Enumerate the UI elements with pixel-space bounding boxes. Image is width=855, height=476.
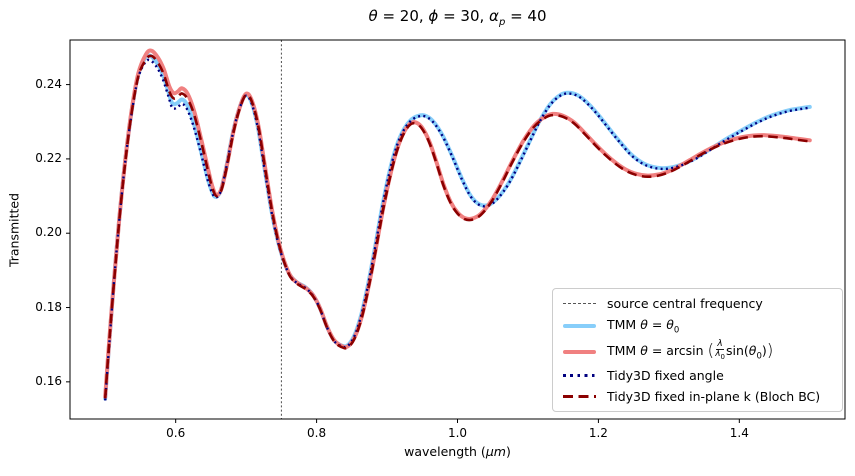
legend-line-tidy3d-angle-icon (563, 374, 596, 377)
legend-line-tmm-arcsin-icon (563, 349, 596, 354)
x-tick-label: 1.2 (588, 426, 608, 440)
fraction-denominator: λ0 (715, 350, 725, 361)
y-tick-label: 0.24 (35, 76, 62, 91)
x-axis-label-text: ) (505, 444, 511, 459)
legend-item-source-central-frequency: source central frequency (563, 296, 832, 311)
title-text: = 30, (438, 7, 490, 25)
legend-theta2: θ (748, 343, 757, 359)
y-tick-label: 0.20 (35, 225, 62, 240)
x-tick-label: 0.6 (166, 426, 186, 440)
x-tick-label: 0.8 (307, 426, 327, 440)
legend-line-source-icon (563, 303, 596, 304)
legend-label-text: ) (761, 343, 767, 359)
legend-label: Tidy3D fixed in-plane k (Bloch BC) (607, 388, 821, 404)
legend-label: TMM θ = θ0 (607, 317, 679, 336)
fraction-den-sub: 0 (720, 353, 725, 362)
fraction-numerator: λ (716, 339, 724, 351)
legend-theta: θ (640, 343, 648, 359)
legend-line-tmm-theta0-icon (563, 324, 596, 329)
legend-fraction: λ λ0 (715, 340, 725, 361)
legend-label-text: sin( (725, 343, 749, 359)
legend-label-text: = arcsin (647, 343, 708, 359)
legend-label-text: = (647, 316, 667, 332)
legend-theta2-sub: 0 (756, 351, 762, 362)
legend-theta0: θ (666, 316, 674, 332)
legend-item-tidy3d-bloch: Tidy3D fixed in-plane k (Bloch BC) (563, 389, 832, 404)
legend-line-tidy3d-bloch-icon (563, 394, 596, 398)
legend-label-text: TMM (607, 343, 641, 359)
title-text: = 40 (505, 7, 547, 25)
legend-label-text: TMM (607, 316, 641, 332)
y-tick-label: 0.16 (35, 373, 62, 388)
y-tick-label: 0.22 (35, 150, 62, 165)
legend-item-tidy3d-fixed-angle: Tidy3D fixed angle (563, 368, 832, 383)
legend-theta: θ (640, 316, 648, 332)
fraction-den-lambda: λ (715, 349, 721, 360)
legend-paren-close: ) (766, 341, 774, 362)
chart-title: θ = 20, ϕ = 30, αp = 40 (70, 7, 845, 28)
title-theta: θ (368, 7, 378, 25)
legend: source central frequency TMM θ = θ0 TMM … (552, 288, 843, 412)
title-alpha: α (489, 7, 499, 25)
x-tick-label: 1.4 (729, 426, 749, 440)
legend-label: source central frequency (607, 296, 763, 311)
x-tick-label: 1.0 (447, 426, 468, 440)
legend-paren-open: ( (707, 341, 715, 362)
y-tick-label: 0.18 (35, 299, 62, 314)
legend-item-tmm-arcsin: TMM θ = arcsin (λ λ0 sin(θ0)) (563, 340, 832, 362)
legend-theta0-sub: 0 (673, 325, 680, 336)
x-axis-label-text: wavelength ( (404, 444, 486, 459)
title-phi: ϕ (428, 7, 439, 25)
x-axis-label: wavelength (μm) (70, 444, 845, 459)
title-text: = 20, (377, 7, 429, 25)
legend-label: Tidy3D fixed angle (607, 368, 724, 384)
series-line-3 (103, 54, 810, 399)
x-axis-unit: μm (485, 444, 506, 459)
legend-item-tmm-theta0: TMM θ = θ0 (563, 317, 832, 336)
legend-label: TMM θ = arcsin (λ λ0 sin(θ0)) (607, 340, 774, 362)
title-alpha-sub: p (498, 17, 506, 28)
